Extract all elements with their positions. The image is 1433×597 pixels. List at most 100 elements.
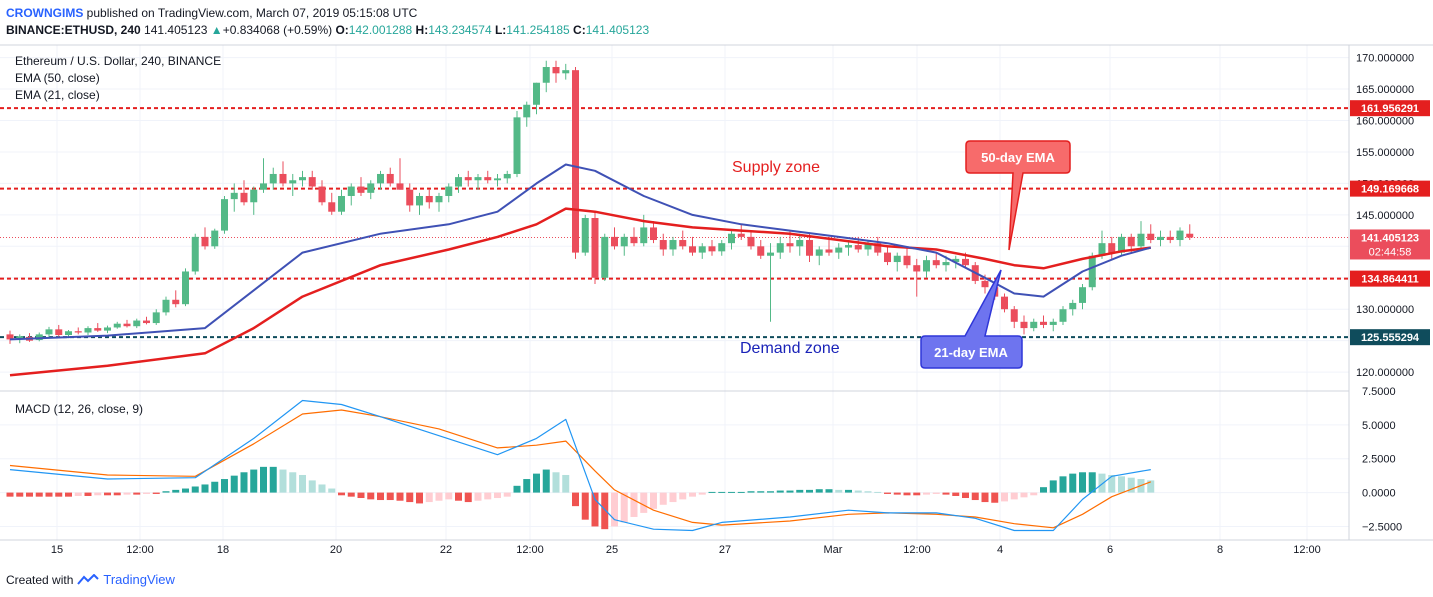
- candle-body: [250, 189, 258, 203]
- candle-body: [923, 260, 930, 272]
- candle: [367, 180, 375, 200]
- candle-body: [338, 195, 345, 212]
- candle-body: [542, 67, 550, 83]
- macd-axis[interactable]: 7.5000 5.0000 2.5000 0.0000 −2.5000: [1362, 386, 1402, 533]
- macd-histogram-bar: [1040, 487, 1047, 493]
- candle-body: [552, 67, 560, 74]
- macd-histogram-bar: [308, 480, 316, 493]
- candle: [289, 173, 297, 196]
- candle-body: [123, 323, 131, 327]
- macd-tick-label: 7.5000: [1362, 386, 1396, 398]
- time-axis[interactable]: 15 12:00 18 20 22 12:00 25 27 Mar 12:00 4 6 8 12:00: [51, 544, 1321, 556]
- macd-histogram-bar: [396, 492, 404, 501]
- price-tick-label: 165.000000: [1356, 84, 1414, 96]
- macd-histogram-bar: [289, 472, 297, 493]
- macd-histogram-bar: [923, 492, 930, 495]
- ema50-callout: 50-day EMA: [965, 140, 1071, 251]
- macd-histogram-bar: [1049, 480, 1057, 493]
- candle: [874, 236, 882, 256]
- candle-body: [230, 192, 238, 200]
- candle-body: [650, 227, 657, 241]
- candle-body: [367, 183, 375, 193]
- candle: [718, 240, 726, 256]
- candle-body: [299, 177, 306, 181]
- macd-histogram-bar: [913, 492, 921, 496]
- candle-body: [679, 240, 687, 247]
- candle: [35, 332, 43, 342]
- candle: [406, 183, 414, 212]
- macd-histogram-bar: [445, 492, 453, 500]
- candle-body: [357, 186, 365, 193]
- macd-histogram-bar: [6, 492, 14, 497]
- candle-body: [1186, 233, 1194, 238]
- candle-body: [815, 249, 823, 256]
- time-tick-label: Mar: [824, 544, 843, 556]
- ema21-legend[interactable]: EMA (21, close): [15, 88, 100, 102]
- macd-histogram-bar: [338, 492, 345, 496]
- candle-body: [786, 243, 794, 247]
- price-tick-label: 130.000000: [1356, 304, 1414, 316]
- candle-body: [35, 334, 43, 341]
- candle: [172, 290, 180, 308]
- candle-body: [191, 236, 199, 272]
- macd-signal-line: [9, 409, 1152, 529]
- candle-body: [845, 245, 852, 248]
- candle: [1010, 306, 1018, 329]
- macd-histogram-bar: [767, 491, 774, 493]
- candle-body: [416, 195, 423, 206]
- macd-histogram-bar: [562, 474, 570, 493]
- macd-histogram-bar: [406, 492, 414, 503]
- macd-histogram-bar: [962, 492, 969, 499]
- candle: [494, 173, 501, 187]
- candle-body: [884, 252, 891, 263]
- candle: [1049, 318, 1057, 332]
- macd-lines: [9, 399, 1152, 532]
- candle-body: [728, 233, 735, 244]
- tradingview-brand[interactable]: TradingView: [103, 572, 175, 587]
- macd-histogram-bar: [133, 492, 141, 495]
- candle: [308, 170, 316, 190]
- candle: [84, 326, 92, 336]
- candle: [1030, 318, 1038, 332]
- candle-body: [455, 177, 462, 187]
- candle: [757, 240, 765, 259]
- macd-legend[interactable]: MACD (12, 26, close, 9): [15, 402, 143, 416]
- macd-histogram-bar: [1118, 476, 1125, 493]
- macd-histogram-bar: [835, 489, 843, 493]
- candle: [250, 186, 258, 215]
- candle: [201, 227, 209, 250]
- macd-histogram-bar: [552, 472, 560, 493]
- candle-body: [893, 255, 901, 263]
- candle-body: [630, 236, 638, 244]
- macd-histogram-bar: [416, 492, 423, 504]
- candle-body: [386, 173, 394, 184]
- candle: [1157, 230, 1164, 247]
- candle-body: [201, 236, 209, 247]
- candle: [386, 167, 394, 187]
- macd-histogram-bar: [123, 492, 131, 495]
- publish-line: CROWNGIMS published on TradingView.com, …: [6, 6, 417, 20]
- candle: [903, 246, 911, 269]
- macd-histogram-bar: [591, 492, 599, 527]
- published-text: published on TradingView.com, March 07, …: [86, 6, 418, 20]
- candle: [630, 227, 638, 247]
- macd-histogram-bar: [620, 492, 628, 523]
- macd-histogram-bar: [659, 492, 667, 505]
- publisher-name[interactable]: CROWNGIMS: [6, 6, 84, 20]
- macd-histogram-bar: [484, 492, 492, 500]
- macd-histogram-bar: [435, 492, 443, 501]
- ema50-legend[interactable]: EMA (50, close): [15, 71, 100, 85]
- macd-histogram-bar: [689, 492, 696, 497]
- last-price-label-bg: [1350, 229, 1430, 260]
- candle: [1001, 293, 1008, 313]
- candle-body: [1108, 243, 1116, 253]
- macd-line: [9, 399, 1151, 532]
- last-price: 141.405123: [144, 23, 208, 37]
- macd-histogram-bar: [825, 489, 833, 493]
- macd-histogram-bar: [1088, 472, 1096, 493]
- candle-body: [1030, 321, 1038, 329]
- price-change: +0.834068 (+0.59%): [222, 23, 333, 37]
- macd-histogram-bar: [1147, 480, 1155, 493]
- candle-body: [396, 183, 404, 190]
